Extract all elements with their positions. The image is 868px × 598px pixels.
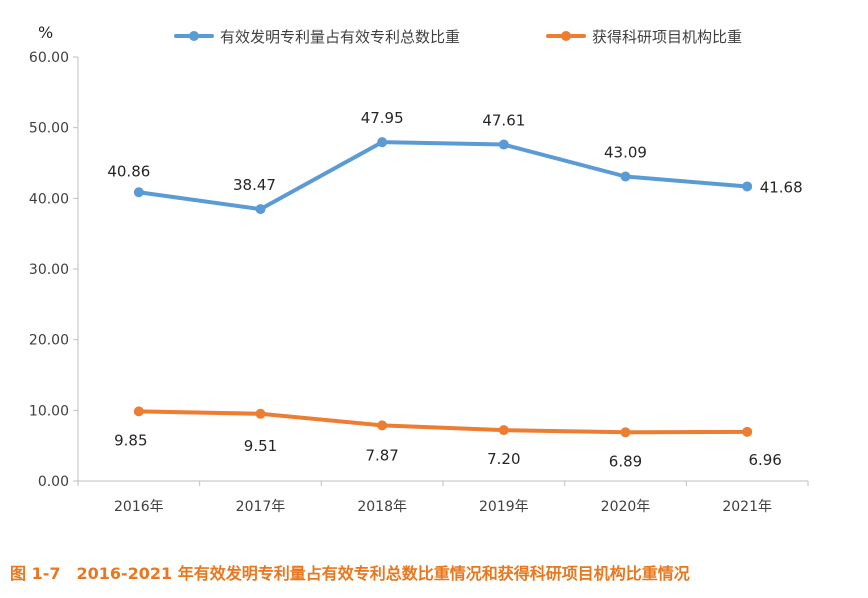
data-label: 40.86 xyxy=(107,162,150,180)
data-label: 9.51 xyxy=(244,437,277,455)
y-axis: 0.00 10.00 20.00 30.00 40.00 50.00 60.00 xyxy=(29,50,79,490)
figure-caption: 图 1-7 2016-2021 年有效发明专利量占有效专利总数比重情况和获得科研… xyxy=(10,564,690,583)
y-tick-label: 50.00 xyxy=(29,121,69,137)
data-point xyxy=(377,420,388,431)
data-label: 47.61 xyxy=(482,112,525,130)
data-point xyxy=(133,187,144,198)
legend-item: 获得科研项目机构比重 xyxy=(546,28,742,46)
data-point xyxy=(620,427,631,438)
x-tick-label: 2018年 xyxy=(357,499,407,515)
x-tick-label: 2020年 xyxy=(601,499,651,515)
legend-label: 获得科研项目机构比重 xyxy=(592,28,742,46)
legend: 有效发明专利量占有效专利总数比重 获得科研项目机构比重 xyxy=(174,28,742,46)
data-point xyxy=(498,425,509,436)
series-1: 40.86 38.47 47.95 47.61 43.09 41.68 xyxy=(107,109,803,215)
series-2: 9.85 9.51 7.87 7.20 6.89 6.96 xyxy=(114,406,782,470)
legend-marker-swatch xyxy=(561,31,571,41)
data-label: 41.68 xyxy=(760,178,803,196)
legend-marker-swatch xyxy=(189,31,199,41)
data-point xyxy=(255,408,266,419)
y-axis-unit-label: % xyxy=(38,23,53,42)
x-tick-label: 2016年 xyxy=(114,499,164,515)
series-line xyxy=(136,140,750,212)
y-tick-label: 40.00 xyxy=(29,191,69,207)
data-point xyxy=(742,426,753,437)
x-axis: 2016年 2017年 2018年 2019年 2020年 2021年 xyxy=(77,480,809,515)
data-label: 7.87 xyxy=(365,446,398,464)
x-tick-label: 2019年 xyxy=(479,499,529,515)
series-layer: 40.86 38.47 47.95 47.61 43.09 41.68 9.85 9.51 7.… xyxy=(107,109,802,470)
data-label: 38.47 xyxy=(233,176,276,194)
data-point xyxy=(133,406,144,417)
data-point xyxy=(620,171,631,182)
y-tick-label: 0.00 xyxy=(38,474,69,490)
y-tick-label: 10.00 xyxy=(29,403,69,419)
legend-item: 有效发明专利量占有效专利总数比重 xyxy=(174,28,460,46)
data-label: 47.95 xyxy=(361,109,404,127)
legend-label: 有效发明专利量占有效专利总数比重 xyxy=(220,28,460,46)
series-line xyxy=(136,409,750,435)
x-tick-label: 2017年 xyxy=(236,499,286,515)
x-tick-label: 2021年 xyxy=(722,499,772,515)
y-tick-label: 20.00 xyxy=(29,333,69,349)
data-point xyxy=(377,137,388,148)
data-label: 6.96 xyxy=(748,451,781,469)
y-tick-label: 60.00 xyxy=(29,50,69,66)
data-point xyxy=(742,181,753,192)
data-label: 9.85 xyxy=(114,431,147,449)
data-point xyxy=(498,139,509,150)
data-label: 43.09 xyxy=(604,143,647,161)
data-point xyxy=(255,204,266,215)
data-label: 7.20 xyxy=(487,450,520,468)
data-label: 6.89 xyxy=(609,452,642,470)
y-tick-label: 30.00 xyxy=(29,262,69,278)
